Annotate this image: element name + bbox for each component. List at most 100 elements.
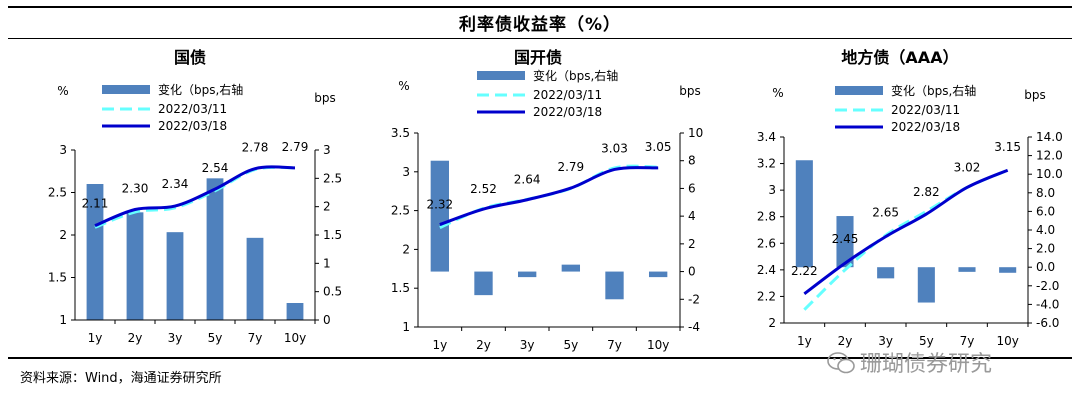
chart3-right-tick-label: -2.0 bbox=[1036, 279, 1059, 293]
chart3-x-label-3y: 3y bbox=[878, 334, 893, 348]
chart1-left-tick-label: 2.5 bbox=[48, 186, 67, 200]
chart1-line-curr bbox=[94, 165, 296, 228]
chart2-legend-prev-label: 2022/03/11 bbox=[533, 88, 602, 102]
chart1-right-tick-label: 3 bbox=[323, 143, 331, 157]
chart1-bar-1y bbox=[86, 184, 104, 320]
chart3-x-label-7y: 7y bbox=[960, 334, 975, 348]
chart2-data-label-5y: 2.79 bbox=[557, 160, 584, 174]
chart3-right-tick-label: 4.0 bbox=[1036, 223, 1055, 237]
chart3-bar-2y bbox=[836, 216, 854, 268]
chart3-right-tick-label: 8.0 bbox=[1036, 186, 1055, 200]
chart1-right-tick-label: 2 bbox=[323, 200, 331, 214]
chart2-x-label-10y: 10y bbox=[647, 338, 669, 352]
chart3-bar-5y bbox=[917, 267, 935, 303]
chart3-right-tick-label: -4.0 bbox=[1036, 297, 1059, 311]
chart1-left-tick-label: 1.5 bbox=[48, 271, 67, 285]
chart1-data-label-7y: 2.78 bbox=[242, 141, 269, 155]
chart3-data-label-10y: 3.15 bbox=[994, 140, 1021, 154]
chart3-legend-bar-label: 变化（bps,右轴 bbox=[891, 83, 976, 98]
chart2-right-tick-label: -4 bbox=[688, 320, 700, 334]
chart1-x-label-10y: 10y bbox=[284, 331, 306, 345]
title-rule bbox=[8, 38, 1072, 39]
chart2-right-tick-label: 8 bbox=[688, 154, 696, 168]
chart2-x-label-3y: 3y bbox=[520, 338, 535, 352]
chart3-x-label-5y: 5y bbox=[919, 334, 934, 348]
chart3-bar-7y bbox=[958, 267, 976, 272]
chart1-legend-prev-label: 2022/03/11 bbox=[158, 102, 227, 116]
chart2-left-tick-label: 3 bbox=[402, 165, 410, 179]
chart2-legend-curr-label: 2022/03/18 bbox=[533, 105, 602, 119]
chart1-bar-2y bbox=[126, 212, 144, 320]
chart1-x-label-7y: 7y bbox=[248, 331, 263, 345]
chart2-data-label-3y: 2.64 bbox=[514, 173, 541, 187]
chart1-left-tick-label: 2 bbox=[59, 228, 67, 242]
chart1-right-tick-label: 1 bbox=[323, 256, 331, 270]
chart1-right-tick-label: 1.5 bbox=[323, 228, 342, 242]
chart2-right-tick-label: 0 bbox=[688, 265, 696, 279]
chart3-x-label-10y: 10y bbox=[996, 334, 1018, 348]
chart3-bar-10y bbox=[999, 267, 1017, 273]
chart2-bar-10y bbox=[648, 271, 668, 278]
chart2-data-label-2y: 2.52 bbox=[470, 182, 497, 196]
chart2-right-tick-label: 10 bbox=[688, 126, 703, 140]
chart3-right-tick-label: 14.0 bbox=[1036, 130, 1063, 144]
chart3-right-tick-label: 0.0 bbox=[1036, 260, 1055, 274]
wechat-icon bbox=[827, 352, 855, 374]
chart3-left-tick-label: 2.2 bbox=[757, 289, 776, 303]
chart2-legend-bar-swatch bbox=[477, 71, 525, 80]
chart2-x-label-2y: 2y bbox=[476, 338, 491, 352]
chart1-legend-bar-swatch bbox=[102, 85, 150, 94]
chart2-line-curr bbox=[439, 166, 659, 226]
chart1-data-label-1y: 2.11 bbox=[82, 197, 109, 211]
chart2-left-tick-label: 2.5 bbox=[391, 204, 410, 218]
chart2-bar-1y bbox=[430, 160, 450, 272]
chart1-right-tick-label: 0 bbox=[323, 313, 331, 327]
chart2-right-tick-label: 6 bbox=[688, 181, 696, 195]
chart1-x-label-3y: 3y bbox=[168, 331, 183, 345]
chart2-left-tick-label: 1.5 bbox=[391, 281, 410, 295]
chart2-x-label-1y: 1y bbox=[432, 338, 447, 352]
chart2-left-tick-label: 2 bbox=[402, 242, 410, 256]
top-rule bbox=[8, 6, 1072, 8]
chart3-left-tick-label: 2.4 bbox=[757, 263, 776, 277]
chart2-bar-2y bbox=[474, 271, 493, 296]
chart1-x-label-5y: 5y bbox=[208, 331, 223, 345]
chart3-bar-1y bbox=[795, 160, 813, 268]
chart1-data-label-3y: 2.34 bbox=[162, 177, 189, 191]
chart2-bar-5y bbox=[561, 264, 581, 272]
chart1-bar-7y bbox=[246, 237, 264, 320]
chart1-bar-10y bbox=[286, 303, 304, 320]
chart3-left-tick-label: 3 bbox=[768, 183, 776, 197]
chart2-right-tick-label: -2 bbox=[688, 292, 700, 306]
chart1-x-label-2y: 2y bbox=[128, 331, 143, 345]
figure-title: 利率债收益率（%） bbox=[458, 15, 622, 35]
chart3-left-tick-label: 2 bbox=[768, 316, 776, 330]
chart3-right-unit: bps bbox=[1024, 88, 1046, 102]
chart1-bar-3y bbox=[166, 232, 184, 320]
chart3-left-tick-label: 2.8 bbox=[757, 210, 776, 224]
chart3-right-tick-label: 12.0 bbox=[1036, 149, 1063, 163]
chart1-legend-bar-label: 变化（bps,右轴 bbox=[158, 82, 243, 97]
chart3-right-tick-label: 2.0 bbox=[1036, 242, 1055, 256]
chart3-data-label-1y: 2.22 bbox=[791, 264, 818, 278]
chart3-x-label-1y: 1y bbox=[797, 334, 812, 348]
chart3-data-label-2y: 2.45 bbox=[832, 232, 859, 246]
chart2-data-label-7y: 3.03 bbox=[601, 141, 628, 155]
chart1-bar-5y bbox=[206, 178, 224, 320]
chart3-data-label-5y: 2.82 bbox=[913, 185, 940, 199]
chart3-right-tick-label: 6.0 bbox=[1036, 204, 1055, 218]
bottom-rule bbox=[8, 357, 1072, 359]
chart1-x-label-1y: 1y bbox=[88, 331, 103, 345]
chart2-data-label-10y: 3.05 bbox=[645, 140, 672, 154]
chart3-legend-bar-swatch bbox=[835, 86, 883, 95]
chart1-left-tick-label: 3 bbox=[59, 143, 67, 157]
chart3-left-tick-label: 2.6 bbox=[757, 236, 776, 250]
chart1-right-unit: bps bbox=[314, 91, 336, 105]
chart3-left-tick-label: 3.4 bbox=[757, 130, 776, 144]
watermark-text: 珊瑚债券研究 bbox=[860, 352, 993, 377]
source-note: 资料来源：Wind，海通证券研究所 bbox=[20, 371, 222, 386]
chart1-line-prev bbox=[94, 165, 296, 229]
chart1-data-label-10y: 2.79 bbox=[282, 140, 309, 154]
chart3-data-label-3y: 2.65 bbox=[872, 206, 899, 220]
